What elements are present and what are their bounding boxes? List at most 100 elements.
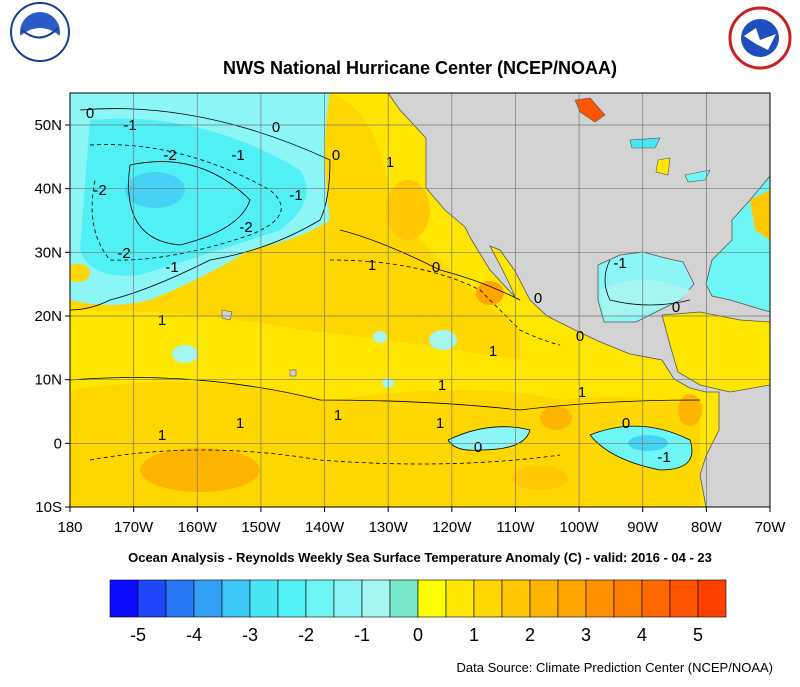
colorbar-swatch (249, 579, 279, 618)
colorbar-swatch (641, 579, 671, 618)
colorbar-swatch (417, 579, 447, 618)
map-title: NWS National Hurricane Center (NCEP/NOAA… (223, 58, 617, 78)
colorbar-swatch (389, 579, 419, 618)
contour-label: 0 (534, 290, 542, 307)
lake (655, 157, 671, 176)
colorbar-label: -3 (242, 625, 258, 645)
contour-label: -1 (289, 187, 302, 204)
contour-label: -1 (123, 117, 136, 134)
contour-label: 1 (236, 415, 244, 432)
data-source: Data Source: Climate Prediction Center (… (457, 660, 773, 675)
lat-label: 0 (54, 435, 62, 452)
lon-label: 70W (755, 519, 787, 536)
colorbar-swatch (165, 579, 195, 618)
colorbar-swatch (109, 579, 139, 618)
lon-label: 80W (691, 519, 723, 536)
contour-label: 1 (334, 407, 342, 424)
colorbar-label: 2 (525, 625, 535, 645)
colorbar-label: -2 (298, 625, 314, 645)
lake (629, 137, 661, 149)
colorbar-swatch (669, 579, 699, 618)
colorbar-swatch (557, 579, 587, 618)
atlantic-warm (750, 190, 770, 240)
contour-label: 0 (332, 147, 340, 164)
colorbar-label: 3 (581, 625, 591, 645)
lon-label: 150W (241, 519, 281, 536)
warm-patch (540, 406, 572, 430)
contour-label: 0 (432, 259, 440, 276)
colorbar-label: 0 (413, 625, 423, 645)
nws-logo (728, 6, 792, 70)
contour-label: -2 (117, 245, 130, 262)
contour-label: -2 (93, 182, 106, 199)
warm-patch (140, 448, 260, 492)
warm-patch (512, 466, 568, 490)
island (221, 309, 233, 321)
colorbar-label: 5 (693, 625, 703, 645)
contour-label: 0 (86, 105, 94, 122)
lon-label: 140W (305, 519, 345, 536)
cool-patch (448, 426, 530, 451)
contour-label: -1 (165, 259, 178, 276)
contour-label: 1 (386, 154, 394, 171)
lat-label: 20N (34, 308, 62, 325)
lon-label: 110W (496, 519, 535, 536)
colorbar-label: -4 (186, 625, 202, 645)
colorbar: -5 -4 -3 -2 -1 0 1 2 3 4 5 (109, 579, 727, 645)
lon-label: 160W (178, 519, 218, 536)
cool-patch (373, 331, 387, 343)
map-caption: Ocean Analysis - Reynolds Weekly Sea Sur… (128, 550, 712, 565)
contour-label: -1 (657, 449, 670, 466)
contour-label: 1 (368, 257, 376, 274)
colorbar-swatch (193, 579, 223, 618)
contour-label: -1 (231, 147, 244, 164)
contour-label: 1 (436, 415, 444, 432)
warm-patch (678, 394, 702, 426)
contour-label: 1 (489, 343, 497, 360)
cool-patch (172, 345, 198, 363)
cool-region (80, 118, 307, 276)
lon-label: 90W (627, 519, 659, 536)
colorbar-swatch (697, 579, 727, 618)
lake (684, 169, 711, 183)
colorbar-swatch (529, 579, 559, 618)
map-area: 0 -1 0 -2 -1 0 -2 -1 -2 -2 -1 1 1 0 1 0 1 1 1 1 1 0 1 0 -1 0 1 -1 0 (70, 93, 770, 507)
lat-label: 40N (34, 181, 62, 198)
cool-patch (429, 330, 457, 350)
colorbar-swatch (585, 579, 615, 618)
contour-label: 1 (158, 427, 166, 444)
contour-label: 0 (576, 328, 584, 345)
lon-label: 130W (369, 519, 409, 536)
gulf-inner (600, 280, 690, 318)
lat-label: 30N (34, 244, 62, 261)
lat-label: 10S (35, 499, 62, 516)
lon-label: 120W (432, 519, 472, 536)
contour-label: 1 (158, 312, 166, 329)
noaa-logo (10, 2, 70, 62)
contour-label: 0 (272, 119, 280, 136)
contour-label: 0 (474, 439, 482, 456)
cool-core (125, 172, 185, 208)
colorbar-swatch (613, 579, 643, 618)
lon-label: 170W (114, 519, 154, 536)
colorbar-swatch (473, 579, 503, 618)
contour-label: 0 (622, 415, 630, 432)
contour-label: 0 (672, 299, 680, 316)
warm-patch (386, 180, 430, 240)
colorbar-swatch (445, 579, 475, 618)
lon-label: 100W (559, 519, 599, 536)
contour-label: 1 (438, 377, 446, 394)
colorbar-swatch (361, 579, 391, 618)
island (289, 369, 297, 377)
colorbar-label: 4 (637, 625, 647, 645)
lat-label: 50N (34, 117, 62, 134)
contour-label: -1 (613, 255, 626, 272)
colorbar-swatch (137, 579, 167, 618)
colorbar-swatch (305, 579, 335, 618)
lon-label: 180 (57, 519, 82, 536)
contour-label: -2 (239, 219, 252, 236)
colorbar-swatch (277, 579, 307, 618)
colorbar-label: 1 (469, 625, 479, 645)
warm-patch (476, 281, 504, 305)
